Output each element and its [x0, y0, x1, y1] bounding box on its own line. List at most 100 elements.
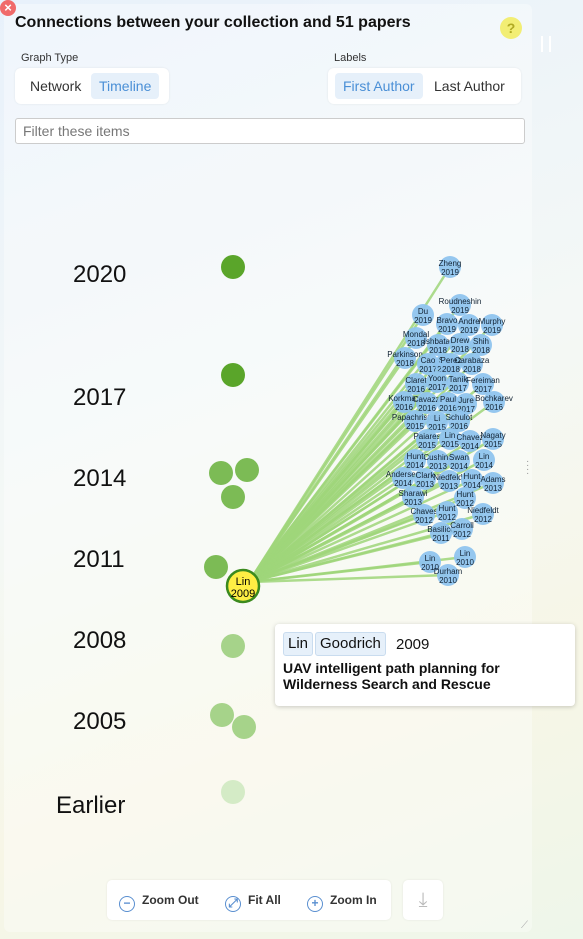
paper-node-circle[interactable] — [426, 411, 448, 433]
paper-node-circle[interactable] — [459, 430, 481, 452]
tooltip-last-author[interactable]: Goodrich — [315, 632, 386, 656]
paper-node-circle[interactable] — [447, 372, 469, 394]
paper-node-circle[interactable] — [440, 353, 462, 375]
paper-node-circle[interactable] — [436, 501, 458, 523]
paper-node-circle[interactable] — [412, 304, 434, 326]
labels-last-author[interactable]: Last Author — [434, 78, 505, 94]
tooltip-first-author[interactable]: Lin — [283, 632, 314, 656]
paper-node-circle[interactable] — [419, 551, 441, 573]
collection-node[interactable] — [221, 634, 245, 658]
resize-corner-icon[interactable]: ⟋ — [521, 920, 528, 931]
zoom-in-button[interactable]: + Zoom In — [307, 890, 377, 912]
paper-node-circle[interactable] — [416, 392, 438, 414]
paper-node-circle[interactable] — [473, 449, 495, 471]
zoom-out-button[interactable]: − Zoom Out — [119, 890, 199, 912]
collection-node[interactable] — [221, 255, 245, 279]
paper-node-circle[interactable] — [472, 373, 494, 395]
paper-node-circle[interactable] — [394, 347, 416, 369]
resize-handle-icon[interactable]: · · · · — [526, 456, 530, 479]
collection-node[interactable] — [204, 555, 228, 579]
focus-node-circle[interactable] — [225, 568, 261, 604]
fit-all-button[interactable]: ⤢ Fit All — [225, 890, 281, 912]
paper-node-circle[interactable] — [438, 470, 460, 492]
paper-node-circle[interactable] — [472, 503, 494, 525]
paper-node-circle[interactable] — [458, 314, 480, 336]
paper-node-circle[interactable] — [437, 392, 459, 414]
help-icon[interactable]: ? — [500, 17, 522, 39]
paper-node-circle[interactable] — [405, 327, 427, 349]
collection-node[interactable] — [232, 715, 256, 739]
paper-node-circle[interactable] — [392, 467, 414, 489]
paper-node-circle[interactable] — [416, 429, 438, 451]
collection-node[interactable] — [221, 780, 245, 804]
paper-node-circle[interactable] — [427, 334, 449, 356]
paper-node-circle[interactable] — [436, 313, 458, 335]
focus-node[interactable]: Lin 2009 — [225, 568, 261, 604]
paper-node-circle[interactable] — [483, 391, 505, 413]
paper-node-circle[interactable] — [461, 469, 483, 491]
paper-node-circle[interactable] — [413, 504, 435, 526]
collection-node[interactable] — [210, 703, 234, 727]
collection-node[interactable] — [235, 458, 259, 482]
close-icon[interactable]: × — [0, 0, 16, 16]
collection-node[interactable] — [221, 363, 245, 387]
paper-node-circle[interactable] — [448, 450, 470, 472]
collection-node[interactable] — [209, 461, 233, 485]
paper-node-circle[interactable] — [393, 391, 415, 413]
paper-node-circle[interactable] — [426, 371, 448, 393]
paper-node-circle[interactable] — [405, 373, 427, 395]
paper-node-circle[interactable] — [417, 353, 439, 375]
paper-node-circle[interactable] — [454, 487, 476, 509]
paper-node-circle[interactable] — [482, 428, 504, 450]
drag-handle-icon[interactable] — [541, 36, 551, 52]
paper-node-circle[interactable] — [449, 294, 471, 316]
paper-node-circle[interactable] — [404, 449, 426, 471]
labels-first-author[interactable]: First Author — [335, 73, 423, 99]
paper-node-circle[interactable] — [455, 393, 477, 415]
filter-input[interactable] — [15, 118, 525, 144]
paper-node-circle[interactable] — [439, 428, 461, 450]
graph-type-network[interactable]: Network — [30, 78, 82, 94]
paper-node-circle[interactable] — [454, 546, 476, 568]
paper-node-circle[interactable] — [437, 564, 459, 586]
